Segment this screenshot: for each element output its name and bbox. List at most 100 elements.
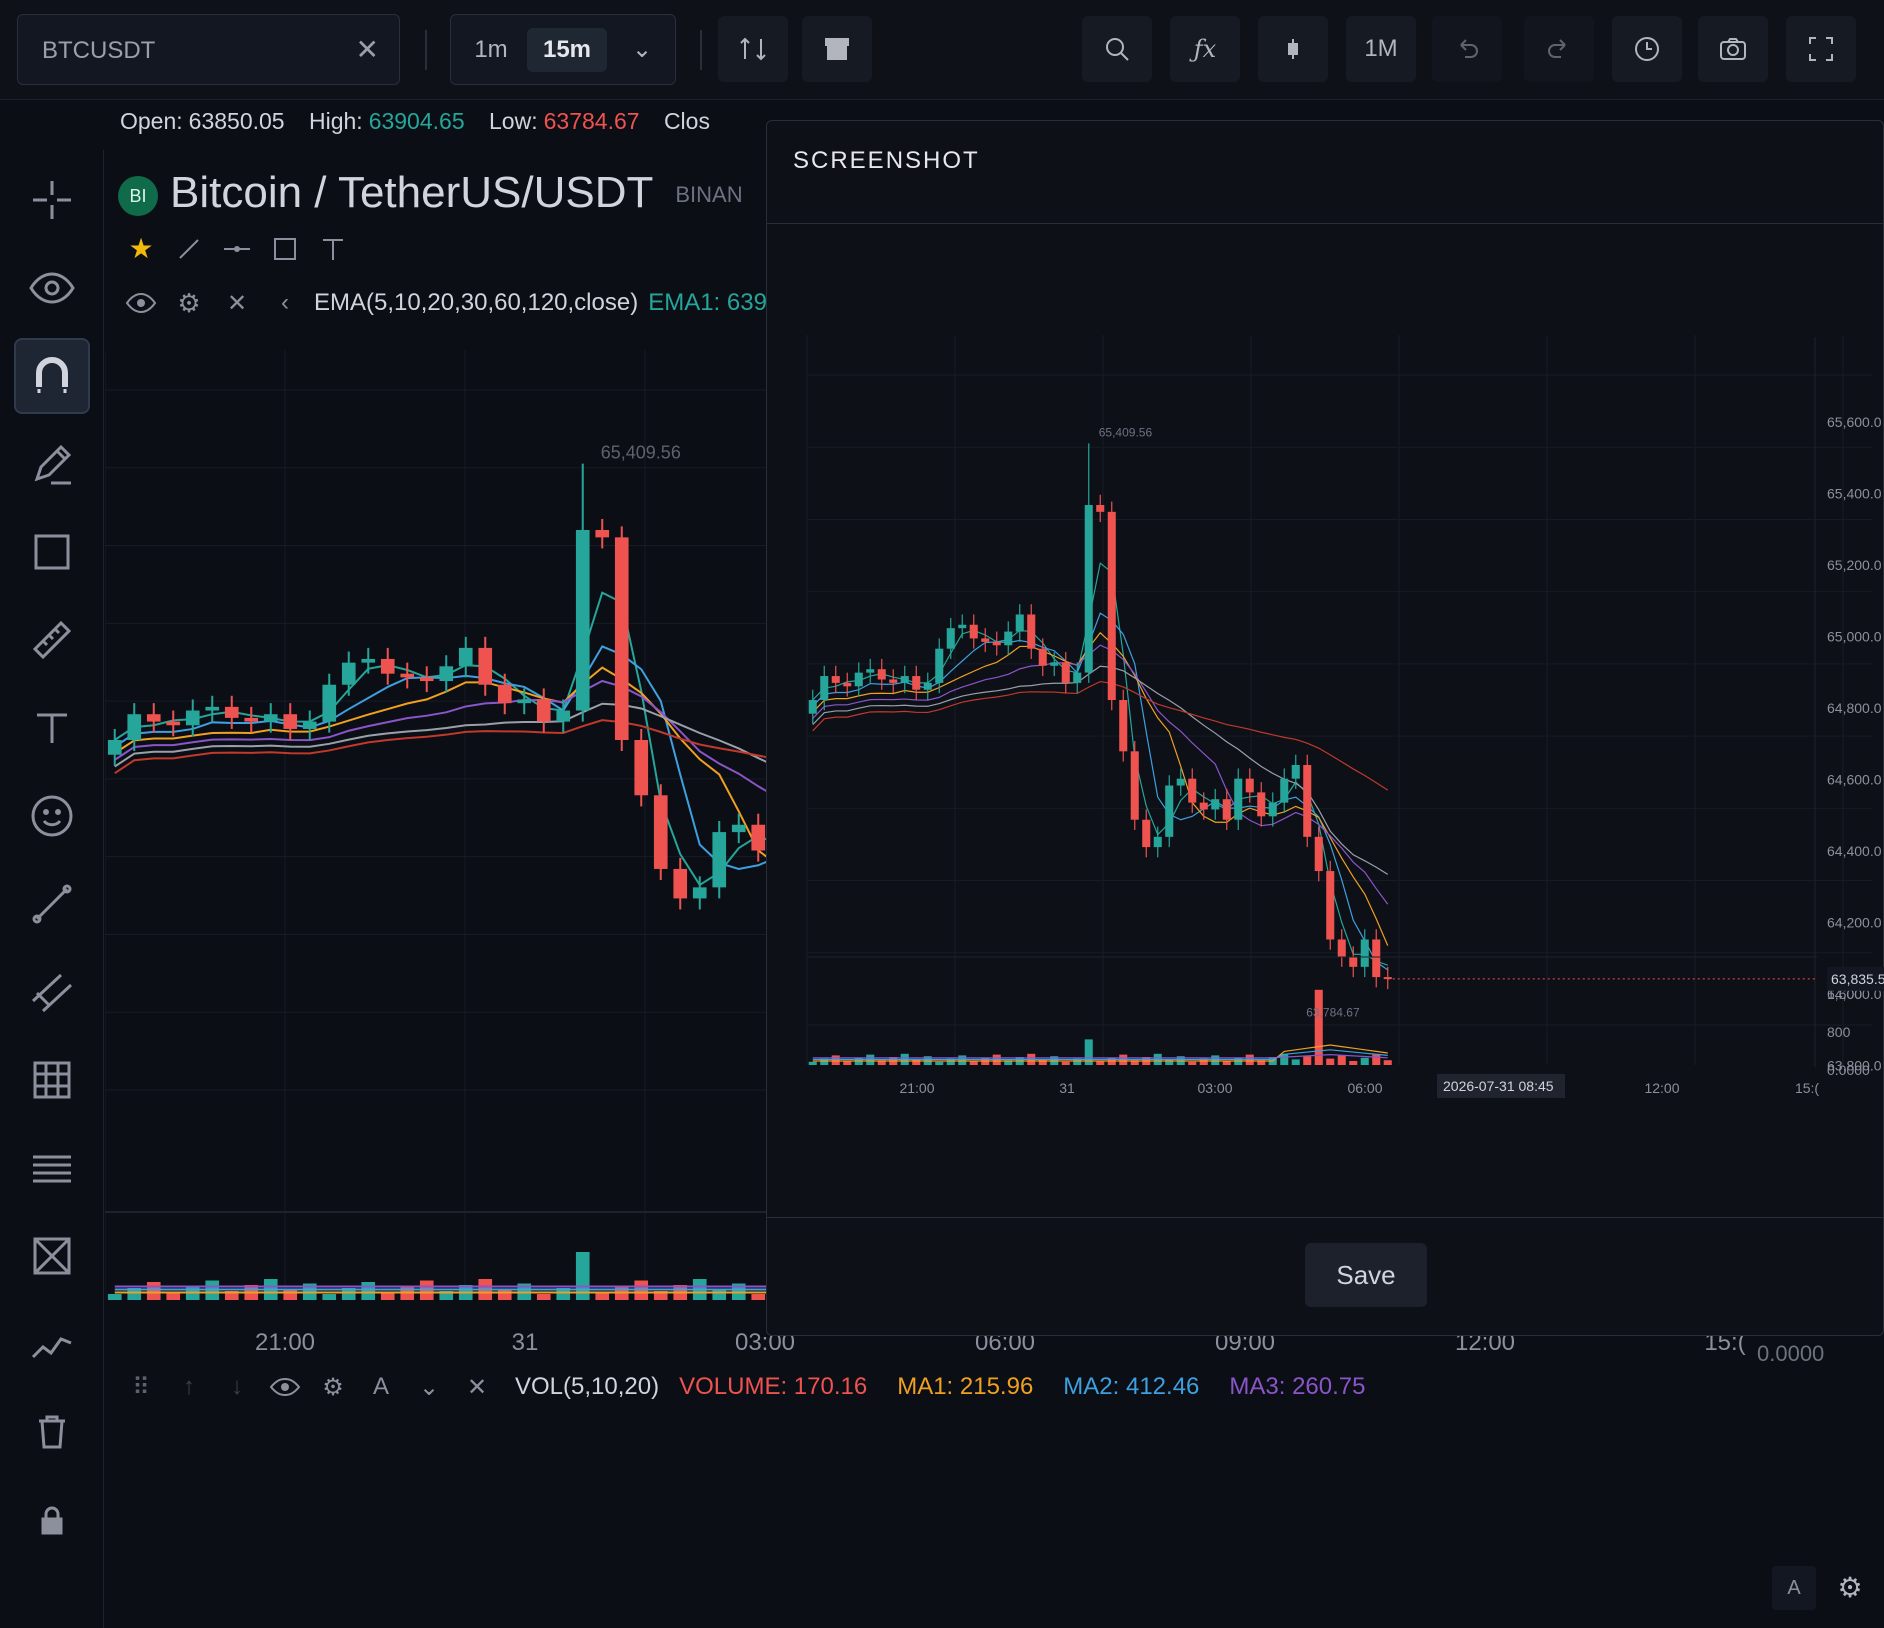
- chart-type-button[interactable]: [1258, 16, 1328, 82]
- move-down-arrow-icon[interactable]: ↓: [231, 1373, 243, 1400]
- volume-bar: [1222, 1061, 1231, 1065]
- trend-line-tool-button[interactable]: [14, 866, 90, 942]
- preview-x-tick-label: 12:00: [1644, 1080, 1679, 1096]
- drag-handle-icon[interactable]: ⠿: [132, 1373, 150, 1401]
- candle-body: [673, 868, 688, 899]
- pattern-tool-button[interactable]: [14, 1218, 90, 1294]
- volume-bar: [1073, 1058, 1082, 1065]
- save-button[interactable]: Save: [1305, 1243, 1427, 1307]
- interval-button[interactable]: 1M: [1346, 16, 1416, 82]
- high-value: 63904.65: [368, 108, 465, 134]
- chart-settings-gear-icon[interactable]: ⚙: [1837, 1572, 1863, 1603]
- candle-body: [1015, 614, 1024, 632]
- vol-visibility-eye-icon[interactable]: [267, 1372, 303, 1402]
- candle-body: [1050, 662, 1059, 666]
- candle-body: [1027, 614, 1036, 649]
- favorite-star-icon[interactable]: ★: [128, 233, 154, 264]
- volume-bar: [958, 1055, 967, 1065]
- vol-remove-close-icon[interactable]: ✕: [466, 1373, 488, 1401]
- preview-x-tick-label: 31: [1059, 1080, 1075, 1096]
- rectangle-quick-icon[interactable]: [266, 232, 304, 266]
- clear-symbol-icon[interactable]: ✕: [355, 34, 379, 65]
- preview-peak-label: 65,409.56: [1099, 425, 1153, 439]
- volume-bar: [1372, 1054, 1381, 1065]
- vol-label: VOL(5,10,20): [515, 1373, 660, 1400]
- volume-bar: [712, 1289, 727, 1300]
- text-tool-button[interactable]: [14, 690, 90, 766]
- candle-body: [1211, 799, 1220, 810]
- ema-line: [812, 631, 1389, 946]
- ema-collapse-chevron-icon[interactable]: ‹: [281, 289, 289, 316]
- timeframe-1m[interactable]: 1m: [474, 36, 508, 63]
- vol-label-toggle-icon[interactable]: A: [372, 1373, 389, 1400]
- candle-body: [283, 714, 298, 729]
- undo-button[interactable]: [1432, 16, 1502, 82]
- lock-drawings-button[interactable]: [14, 1482, 90, 1558]
- volume-bar: [1303, 1056, 1312, 1065]
- compare-button[interactable]: [718, 16, 788, 82]
- delete-drawings-button[interactable]: [14, 1394, 90, 1470]
- vol-collapse-chevron-icon[interactable]: ⌄: [418, 1373, 440, 1401]
- emoji-tool-button[interactable]: [14, 778, 90, 854]
- ema-settings-gear-icon[interactable]: ⚙: [177, 287, 201, 318]
- ema-remove-close-icon[interactable]: ✕: [226, 289, 248, 317]
- candle-body: [935, 648, 944, 683]
- candle-body: [751, 824, 766, 851]
- search-button[interactable]: [1082, 16, 1152, 82]
- preview-x-tick-label: 03:00: [1197, 1080, 1232, 1096]
- candle-body: [146, 714, 161, 722]
- volume-bar: [808, 1061, 817, 1065]
- pencil-icon: [34, 444, 72, 485]
- magnet-tool-button[interactable]: [14, 338, 90, 414]
- screenshot-preview: 65,409.56 63,784.67 65,600.0 65,400.0 65,200…: [806, 335, 1884, 1098]
- redo-button[interactable]: [1524, 16, 1594, 82]
- parallel-channel-tool-button[interactable]: [14, 954, 90, 1030]
- symbol-search-field[interactable]: BTCUSDT ✕: [17, 14, 400, 85]
- timeframe-15m[interactable]: 15m: [527, 28, 607, 72]
- draw-line-icon[interactable]: [170, 232, 208, 266]
- candle-body: [692, 887, 707, 899]
- text-quick-icon[interactable]: [314, 232, 352, 266]
- archive-button[interactable]: [802, 16, 872, 82]
- volume-bar: [1291, 1059, 1300, 1065]
- candle-body: [1349, 956, 1358, 967]
- auto-scale-button[interactable]: A: [1772, 1566, 1816, 1610]
- compare-icon: [740, 37, 766, 61]
- fib-tool-button[interactable]: [14, 1130, 90, 1206]
- pencil-tool-button[interactable]: [14, 426, 90, 502]
- grid-tool-button[interactable]: [14, 1042, 90, 1118]
- ruler-tool-button[interactable]: [14, 602, 90, 678]
- candle-body: [1038, 648, 1047, 666]
- symbol-title-text: Bitcoin / TetherUS/USDT: [170, 168, 654, 217]
- indicators-button[interactable]: ƒx: [1170, 16, 1240, 82]
- move-up-arrow-icon[interactable]: ↑: [183, 1373, 195, 1400]
- symbol-input-value[interactable]: BTCUSDT: [42, 37, 156, 64]
- open-label: Open:: [120, 108, 183, 134]
- screenshot-button[interactable]: [1698, 16, 1768, 82]
- preview-x-tick-label: 15:(: [1795, 1080, 1819, 1096]
- dialog-title: SCREENSHOT: [793, 147, 980, 174]
- volume-bar: [127, 1288, 142, 1300]
- timeframe-dropdown-chevron-icon[interactable]: ⌄: [631, 36, 653, 63]
- fullscreen-button[interactable]: [1786, 16, 1856, 82]
- horizontal-line-icon[interactable]: [218, 232, 256, 266]
- candle-body: [1130, 751, 1139, 820]
- volume-bar: [146, 1282, 161, 1300]
- screenshot-dialog: SCREENSHOT 65,409.56 63,784.67 65,600.0 65,…: [766, 120, 1884, 1336]
- ema-visibility-eye-icon[interactable]: [122, 286, 160, 320]
- volume-bar: [1199, 1058, 1208, 1065]
- exchange-name: BINAN: [675, 182, 743, 208]
- symbol-title: Bitcoin / TetherUS/USDT BINAN: [170, 168, 743, 218]
- rectangle-tool-button[interactable]: [14, 514, 90, 590]
- elliott-wave-tool-button[interactable]: [14, 1306, 90, 1382]
- volume-bar: [497, 1289, 512, 1300]
- candle-body: [575, 530, 590, 711]
- candle-body: [302, 721, 317, 729]
- time-button[interactable]: [1612, 16, 1682, 82]
- candle-body: [1372, 939, 1381, 978]
- vol-settings-gear-icon[interactable]: ⚙: [322, 1373, 344, 1401]
- visibility-tool-button[interactable]: [14, 250, 90, 326]
- candlestick-icon: [1288, 39, 1298, 59]
- top-toolbar: BTCUSDT ✕ 1m 15m ⌄ ƒx 1M: [0, 0, 1884, 100]
- crosshair-tool-button[interactable]: [14, 162, 90, 238]
